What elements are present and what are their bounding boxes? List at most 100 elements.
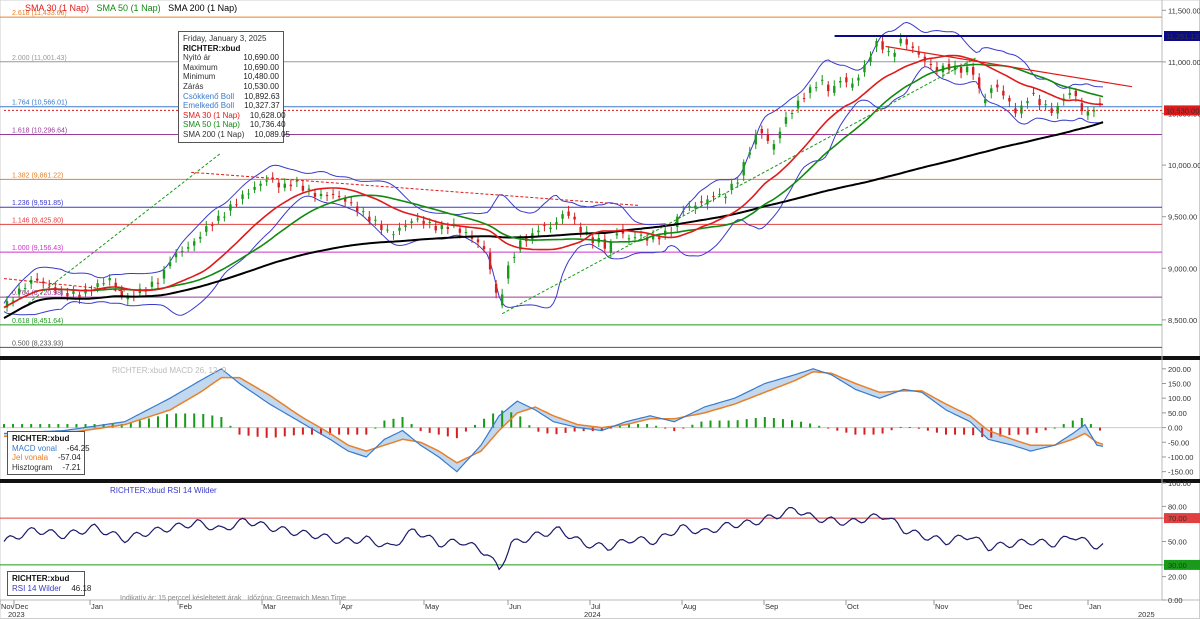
macd-histogram-bar: [555, 427, 558, 435]
macd-histogram-bar: [872, 427, 875, 435]
macd-histogram-bar: [1080, 417, 1083, 428]
candle-body: [380, 224, 383, 231]
year-label: 2023: [8, 610, 25, 619]
candle-body: [1008, 98, 1011, 102]
candle-body: [990, 88, 993, 93]
candle-body: [814, 87, 818, 89]
candle-body: [833, 85, 836, 93]
macd-histogram-bar: [655, 425, 658, 428]
fib-level-label: 1.236 (9,591.85): [12, 200, 63, 207]
macd-histogram-bar: [682, 427, 685, 429]
fib-level-label: 1.764 (10,566.01): [12, 100, 67, 107]
y-tick-label: 11,500.00: [1168, 6, 1200, 15]
tooltip-row: Zárás 10,530.00: [183, 82, 279, 92]
trendline-down-dashed: [3, 278, 125, 292]
candle-body: [410, 221, 413, 223]
macd-histogram-bar: [1035, 427, 1038, 433]
candle-body: [827, 84, 830, 92]
macd-histogram-bar: [564, 427, 567, 433]
macd-histogram-bar: [618, 425, 621, 428]
candle-body: [283, 183, 286, 188]
rsi-info-rows: RSI 14 Wilder 46.18: [12, 584, 91, 594]
bollinger-lower-line: [3, 66, 1104, 316]
macd-histogram-bar: [727, 420, 730, 428]
candle-body: [609, 241, 613, 253]
candle-body: [337, 196, 341, 198]
y-tick-label: 100.00: [1168, 479, 1191, 488]
tooltip-row: SMA 30 (1 Nap) 10,628.00: [183, 111, 286, 121]
macd-histogram-bar: [954, 427, 957, 435]
candle-body: [857, 77, 860, 81]
y-tick-label: 150.00: [1168, 380, 1191, 389]
candle-body: [319, 193, 323, 197]
macd-histogram-bar: [845, 427, 848, 433]
macd-histogram-bar: [818, 425, 821, 428]
candle-body: [78, 294, 81, 299]
candle-body: [464, 232, 468, 234]
candle-body: [1032, 92, 1035, 94]
candle-body: [712, 196, 715, 198]
tooltip-row: Maximum 10,690.00: [183, 63, 279, 73]
candle-body: [688, 205, 691, 207]
candle-body: [23, 287, 27, 289]
candle-body: [500, 294, 504, 306]
resistance-price-label-bg: [1164, 30, 1200, 41]
candle-body: [845, 77, 848, 83]
macd-histogram-bar: [265, 427, 268, 438]
candle-body: [1014, 108, 1017, 114]
candle-body: [561, 214, 564, 219]
macd-info-value: -57.04: [58, 453, 81, 463]
macd-histogram-bar: [899, 426, 902, 428]
macd-histogram-bar: [1071, 420, 1074, 428]
macd-histogram-bar: [890, 427, 893, 431]
candle-body: [682, 211, 685, 213]
macd-histogram-bar: [836, 427, 839, 431]
candle-body: [790, 113, 794, 115]
macd-histogram-bar: [356, 427, 359, 435]
rsi-level-tag: 70.00: [1168, 514, 1187, 523]
candle-body: [331, 193, 335, 195]
candle-body: [247, 193, 250, 195]
y-tick-label: 80.00: [1168, 502, 1187, 511]
candle-body: [17, 288, 21, 295]
rsi-level-tag: 30.00: [1168, 561, 1187, 570]
candle-body: [156, 282, 160, 284]
tooltip-value: 10,089.05: [254, 129, 290, 139]
macd-histogram-bar: [745, 419, 748, 428]
macd-info-value: -7.21: [62, 462, 81, 472]
candle-body: [935, 67, 939, 72]
rsi-info-symbol: RICHTER:xbud: [12, 574, 70, 583]
candle-body: [657, 237, 661, 240]
candle-body: [760, 128, 764, 134]
macd-histogram-bar: [446, 427, 449, 437]
x-tick-label: Aug: [683, 602, 696, 611]
macd-histogram-bar: [646, 424, 649, 428]
macd-histogram-bar: [791, 420, 794, 428]
sma50-line: [3, 63, 1104, 309]
candle-body: [585, 231, 588, 233]
macd-histogram-bar: [184, 413, 187, 428]
tooltip-value: 10,690.00: [243, 62, 279, 72]
x-tick-label: Nov: [935, 602, 949, 611]
macd-histogram-bar: [809, 423, 812, 428]
candle-body: [1038, 99, 1041, 106]
candle-body: [893, 52, 896, 57]
candle-body: [573, 216, 576, 220]
tooltip-rows: Nyitó ár 10,690.00 Maximum 10,690.00 Minimum…: [183, 53, 290, 139]
macd-histogram-bar: [473, 424, 476, 428]
candle-body: [350, 202, 353, 204]
tooltip-row: SMA 50 (1 Nap) 10,736.40: [183, 120, 286, 130]
fib-level-label: 0.764 (8,720.98): [12, 290, 63, 297]
candle-body: [718, 193, 721, 195]
candle-body: [162, 269, 166, 279]
macd-histogram-bar: [582, 427, 585, 432]
candle-body: [440, 224, 443, 230]
price-legend: SMA 30 (1 Nap) SMA 50 (1 Nap) SMA 200 (1…: [25, 3, 242, 13]
candle-body: [1026, 101, 1029, 104]
candle-body: [277, 182, 280, 188]
tooltip-label: Maximum: [183, 62, 218, 72]
tooltip-value: 10,530.00: [243, 81, 279, 91]
macd-histogram-bar: [1008, 427, 1011, 436]
macd-histogram-bar: [238, 427, 241, 435]
